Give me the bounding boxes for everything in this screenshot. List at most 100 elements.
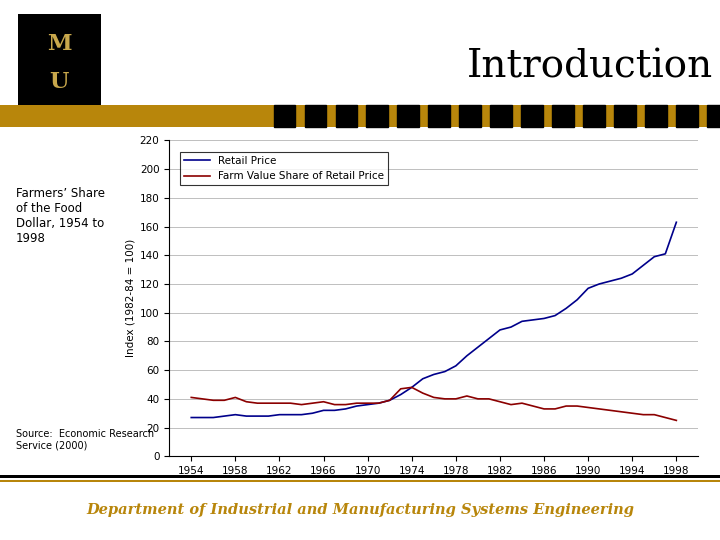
Farm Value Share of Retail Price bbox=[639, 411, 647, 418]
Retail Price bbox=[231, 411, 240, 418]
Retail Price bbox=[540, 315, 549, 322]
Farm Value Share of Retail Price bbox=[198, 396, 207, 402]
Retail Price bbox=[374, 400, 383, 407]
Retail Price bbox=[341, 406, 350, 412]
Retail Price bbox=[562, 305, 570, 312]
Retail Price bbox=[430, 371, 438, 377]
Bar bbox=[676, 105, 698, 127]
Farm Value Share of Retail Price bbox=[507, 401, 516, 408]
Farm Value Share of Retail Price bbox=[187, 394, 196, 401]
Retail Price bbox=[220, 413, 229, 420]
Farm Value Share of Retail Price bbox=[661, 414, 670, 421]
Farm Value Share of Retail Price bbox=[286, 400, 294, 407]
Farm Value Share of Retail Price bbox=[441, 396, 449, 402]
Farm Value Share of Retail Price bbox=[374, 400, 383, 407]
Retail Price bbox=[297, 411, 306, 418]
Retail Price bbox=[495, 327, 504, 333]
Bar bbox=[707, 105, 720, 127]
Farm Value Share of Retail Price bbox=[584, 404, 593, 411]
Farm Value Share of Retail Price bbox=[617, 409, 626, 415]
Farm Value Share of Retail Price bbox=[364, 400, 372, 407]
Farm Value Share of Retail Price bbox=[297, 401, 306, 408]
Farm Value Share of Retail Price bbox=[330, 401, 339, 408]
Retail Price bbox=[606, 278, 615, 285]
Bar bbox=[490, 105, 512, 127]
Retail Price bbox=[672, 219, 680, 226]
Retail Price bbox=[661, 251, 670, 257]
Retail Price bbox=[617, 275, 626, 281]
Retail Price bbox=[286, 411, 294, 418]
Farm Value Share of Retail Price bbox=[573, 403, 582, 409]
Retail Price bbox=[418, 375, 427, 382]
Retail Price bbox=[264, 413, 273, 420]
Farm Value Share of Retail Price bbox=[308, 400, 317, 407]
Text: Source:  Economic Research
Service (2000): Source: Economic Research Service (2000) bbox=[16, 429, 154, 451]
Farm Value Share of Retail Price bbox=[462, 393, 471, 399]
Retail Price bbox=[253, 413, 262, 420]
Bar bbox=[274, 105, 295, 127]
Y-axis label: Index (1982-84 = 100): Index (1982-84 = 100) bbox=[125, 239, 135, 357]
Bar bbox=[397, 105, 419, 127]
Farm Value Share of Retail Price bbox=[231, 394, 240, 401]
Farm Value Share of Retail Price bbox=[606, 407, 615, 414]
Bar bbox=[336, 105, 357, 127]
Retail Price bbox=[518, 318, 526, 325]
Text: U: U bbox=[50, 71, 69, 92]
Retail Price bbox=[187, 414, 196, 421]
Farm Value Share of Retail Price bbox=[451, 396, 460, 402]
Farm Value Share of Retail Price bbox=[385, 397, 394, 403]
Retail Price bbox=[330, 407, 339, 414]
Bar bbox=[614, 105, 636, 127]
Retail Price bbox=[474, 344, 482, 350]
Farm Value Share of Retail Price bbox=[562, 403, 570, 409]
Farm Value Share of Retail Price bbox=[242, 399, 251, 405]
Retail Price bbox=[451, 362, 460, 369]
Bar bbox=[552, 105, 574, 127]
Retail Price bbox=[441, 368, 449, 375]
Retail Price bbox=[352, 403, 361, 409]
Farm Value Share of Retail Price bbox=[485, 396, 493, 402]
Farm Value Share of Retail Price bbox=[341, 401, 350, 408]
Bar bbox=[583, 105, 605, 127]
Text: Department of Industrial and Manufacturing Systems Engineering: Department of Industrial and Manufacturi… bbox=[86, 503, 634, 517]
Farm Value Share of Retail Price bbox=[319, 399, 328, 405]
Farm Value Share of Retail Price bbox=[540, 406, 549, 412]
Farm Value Share of Retail Price bbox=[408, 384, 416, 390]
Retail Price bbox=[650, 253, 659, 260]
Farm Value Share of Retail Price bbox=[352, 400, 361, 407]
Farm Value Share of Retail Price bbox=[595, 406, 603, 412]
Farm Value Share of Retail Price bbox=[518, 400, 526, 407]
Retail Price bbox=[198, 414, 207, 421]
Retail Price bbox=[507, 324, 516, 330]
Farm Value Share of Retail Price bbox=[220, 397, 229, 403]
Bar bbox=[459, 105, 481, 127]
Retail Price bbox=[639, 262, 647, 268]
Farm Value Share of Retail Price bbox=[253, 400, 262, 407]
Retail Price bbox=[628, 271, 636, 277]
Retail Price bbox=[485, 335, 493, 342]
Retail Price bbox=[551, 312, 559, 319]
Farm Value Share of Retail Price bbox=[551, 406, 559, 412]
Retail Price bbox=[364, 401, 372, 408]
Retail Price bbox=[275, 411, 284, 418]
Retail Price bbox=[308, 410, 317, 416]
Retail Price bbox=[408, 384, 416, 390]
Retail Price bbox=[573, 296, 582, 303]
Retail Price bbox=[584, 285, 593, 292]
Farm Value Share of Retail Price bbox=[628, 410, 636, 416]
Farm Value Share of Retail Price bbox=[209, 397, 217, 403]
Legend: Retail Price, Farm Value Share of Retail Price: Retail Price, Farm Value Share of Retail… bbox=[180, 152, 388, 185]
Farm Value Share of Retail Price bbox=[528, 403, 537, 409]
Farm Value Share of Retail Price bbox=[474, 396, 482, 402]
Text: Introduction: Introduction bbox=[467, 49, 714, 86]
Farm Value Share of Retail Price bbox=[672, 417, 680, 424]
Bar bbox=[521, 105, 543, 127]
Farm Value Share of Retail Price bbox=[650, 411, 659, 418]
Farm Value Share of Retail Price bbox=[397, 386, 405, 392]
Retail Price bbox=[209, 414, 217, 421]
Bar bbox=[366, 105, 388, 127]
Farm Value Share of Retail Price bbox=[264, 400, 273, 407]
Retail Price bbox=[595, 281, 603, 287]
Text: M: M bbox=[47, 33, 72, 55]
Retail Price bbox=[462, 353, 471, 359]
